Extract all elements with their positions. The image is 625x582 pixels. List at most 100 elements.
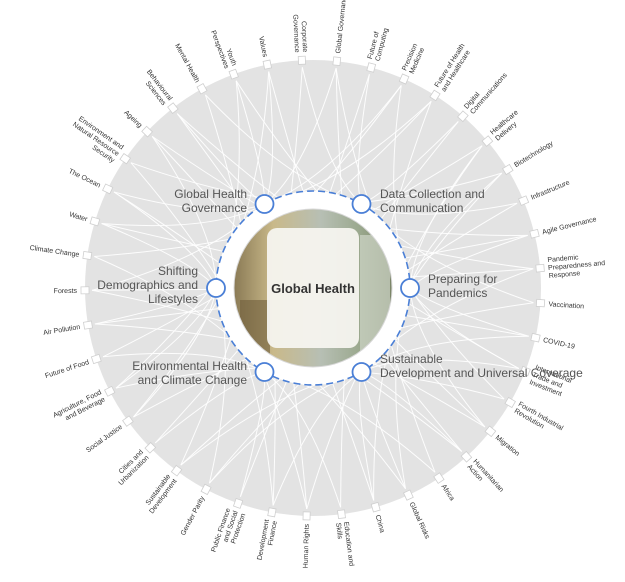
key-issue-data-collection-and-communication[interactable]: Data Collection and Communication [351,187,485,215]
topic-fourth-industrial-revolution[interactable]: Fourth IndustrialRevolution [504,396,565,439]
key-issue-label: Data Collection and Communication [380,187,485,215]
connection-line [264,371,342,508]
key-issue-node[interactable] [254,194,275,214]
topic-global-risks[interactable]: Global Risks [403,489,431,540]
topic-social-justice[interactable]: Social Justice [85,415,134,455]
topic-future-of-food[interactable]: Future of Food [44,353,102,380]
key-issue-node[interactable] [351,194,372,214]
topic-marker [144,441,157,454]
topic-marker [370,501,381,513]
topic-marker [457,110,469,123]
connection-line [151,136,217,289]
topic-environment-and-natural-resource-security[interactable]: Environment andNatural ResourceSecurity [67,115,132,165]
key-issue-label: Preparing for Pandemics [428,272,497,300]
key-issue-global-health-governance[interactable]: Global Health Governance [174,187,275,215]
topic-marker [228,68,239,80]
topic-biotechnology[interactable]: Biotechnology [502,140,555,176]
key-issue-node[interactable] [351,362,372,382]
connection-line [102,352,265,373]
topic-precision-medicine[interactable]: PrecisionMedicine [398,43,426,85]
topic-youth-perspectives[interactable]: YouthPerspectives [209,27,239,80]
topic-label: Values [257,36,268,58]
connection-line [101,203,265,227]
connection-line [361,202,518,215]
key-issue-shifting-demographics-and-lifestyles[interactable]: Shifting Demographics and Lifestyles [97,264,226,306]
topic-label: DevelopmentFinance [257,519,279,562]
topic-marker [200,483,212,496]
topic-label: Global Risks [408,501,431,540]
topic-healthcare-delivery[interactable]: HealthcareDelivery [481,109,525,147]
topic-africa[interactable]: Africa [433,472,456,502]
topic-label: Africa [440,483,456,502]
topic-label: Social Justice [85,424,124,455]
topic-marker [484,425,497,438]
topic-ageing[interactable]: Ageing [122,109,153,138]
key-issue-sustainable-development-and-universal-coverage[interactable]: Sustainable Development and Universal Cov… [351,352,584,382]
topic-label: PrecisionMedicine [401,43,426,75]
topic-china[interactable]: China [370,501,385,534]
key-issue-label: Global Health Governance [174,187,247,215]
topic-air-pollution[interactable]: Air Pollution [43,320,93,337]
topic-marker [460,450,473,463]
topic-marker [170,464,183,477]
topic-label: Water [68,211,88,223]
topic-marker [83,320,93,330]
topic-marker [302,511,311,521]
topic-marker [502,163,514,176]
topic-the-ocean[interactable]: The Ocean [67,168,114,195]
topic-label: BehaviouralSciences [139,69,174,108]
connection-line [264,68,337,205]
topic-marker [398,73,410,85]
topic-marker [535,263,545,273]
topic-infrastructure[interactable]: Infrastructure [518,179,571,206]
key-issue-node[interactable] [400,278,420,298]
topic-marker [119,152,132,165]
topic-marker [262,59,273,70]
topic-forests[interactable]: Forests [54,286,90,295]
key-issue-node[interactable] [254,362,275,382]
topic-label: PandemicPreparedness andResponse [547,252,606,280]
topic-marker [530,332,541,343]
topic-values[interactable]: Values [257,36,273,70]
topic-human-rights[interactable]: Human Rights [302,511,311,569]
topic-covid-19[interactable]: COVID-19 [530,332,576,351]
topic-mental-health[interactable]: Mental Health [173,43,208,95]
topic-pandemic-preparedness-and-response[interactable]: PandemicPreparedness andResponse [535,252,606,280]
topic-gender-parity[interactable]: Gender Parity [180,483,212,537]
topic-global-governance[interactable]: Global Governance [332,0,349,66]
topic-future-of-computing[interactable]: Future ofComputing [366,25,390,73]
topic-humanitarian-action[interactable]: HumanitarianAction [460,450,505,499]
topic-water[interactable]: Water [68,211,101,227]
topic-agile-governance[interactable]: Agile Governance [529,216,598,239]
topic-marker [89,216,101,227]
topic-marker [267,507,277,518]
topic-marker [504,396,516,409]
key-issue-node[interactable] [206,278,226,298]
topic-education-and-skills[interactable]: Education andSkills [334,509,355,568]
topic-vaccination[interactable]: Vaccination [535,298,584,311]
topic-label: Ageing [122,109,143,129]
topic-public-finance-and-social-protection[interactable]: Public Financeand SocialProtection [210,497,247,558]
topic-agriculture-food-and-beverage[interactable]: Agriculture, Foodand Beverage [52,385,116,426]
key-issue-preparing-for-pandemics[interactable]: Preparing for Pandemics [400,272,497,300]
topic-behavioural-sciences[interactable]: BehaviouralSciences [139,69,179,114]
connection-line [113,191,265,211]
topic-marker [232,497,244,509]
key-issue-label: Shifting Demographics and Lifestyles [97,264,198,306]
topic-cities-and-urbanization[interactable]: Cities andUrbanization [112,441,157,487]
key-issue-environmental-health-and-climate-change[interactable]: Environmental Health and Climate Change [132,359,275,387]
topic-marker [403,489,414,501]
topic-label: Biotechnology [513,140,555,169]
topic-marker [82,251,93,260]
topic-climate-change[interactable]: Climate Change [29,245,93,260]
topic-corporate-governance[interactable]: CorporateGovernance [291,14,308,65]
topic-label: The Ocean [67,168,101,189]
topic-future-of-health-and-healthcare[interactable]: Future of Healthand Healthcare [429,43,473,102]
topic-migration[interactable]: Migration [484,425,521,458]
topic-marker [433,472,445,484]
topic-marker [141,125,153,138]
topic-sustainable-development[interactable]: SustainableDevelopment [142,464,183,515]
topic-digital-communications[interactable]: DigitalCommunications [457,66,510,123]
topic-development-finance[interactable]: DevelopmentFinance [257,507,279,562]
